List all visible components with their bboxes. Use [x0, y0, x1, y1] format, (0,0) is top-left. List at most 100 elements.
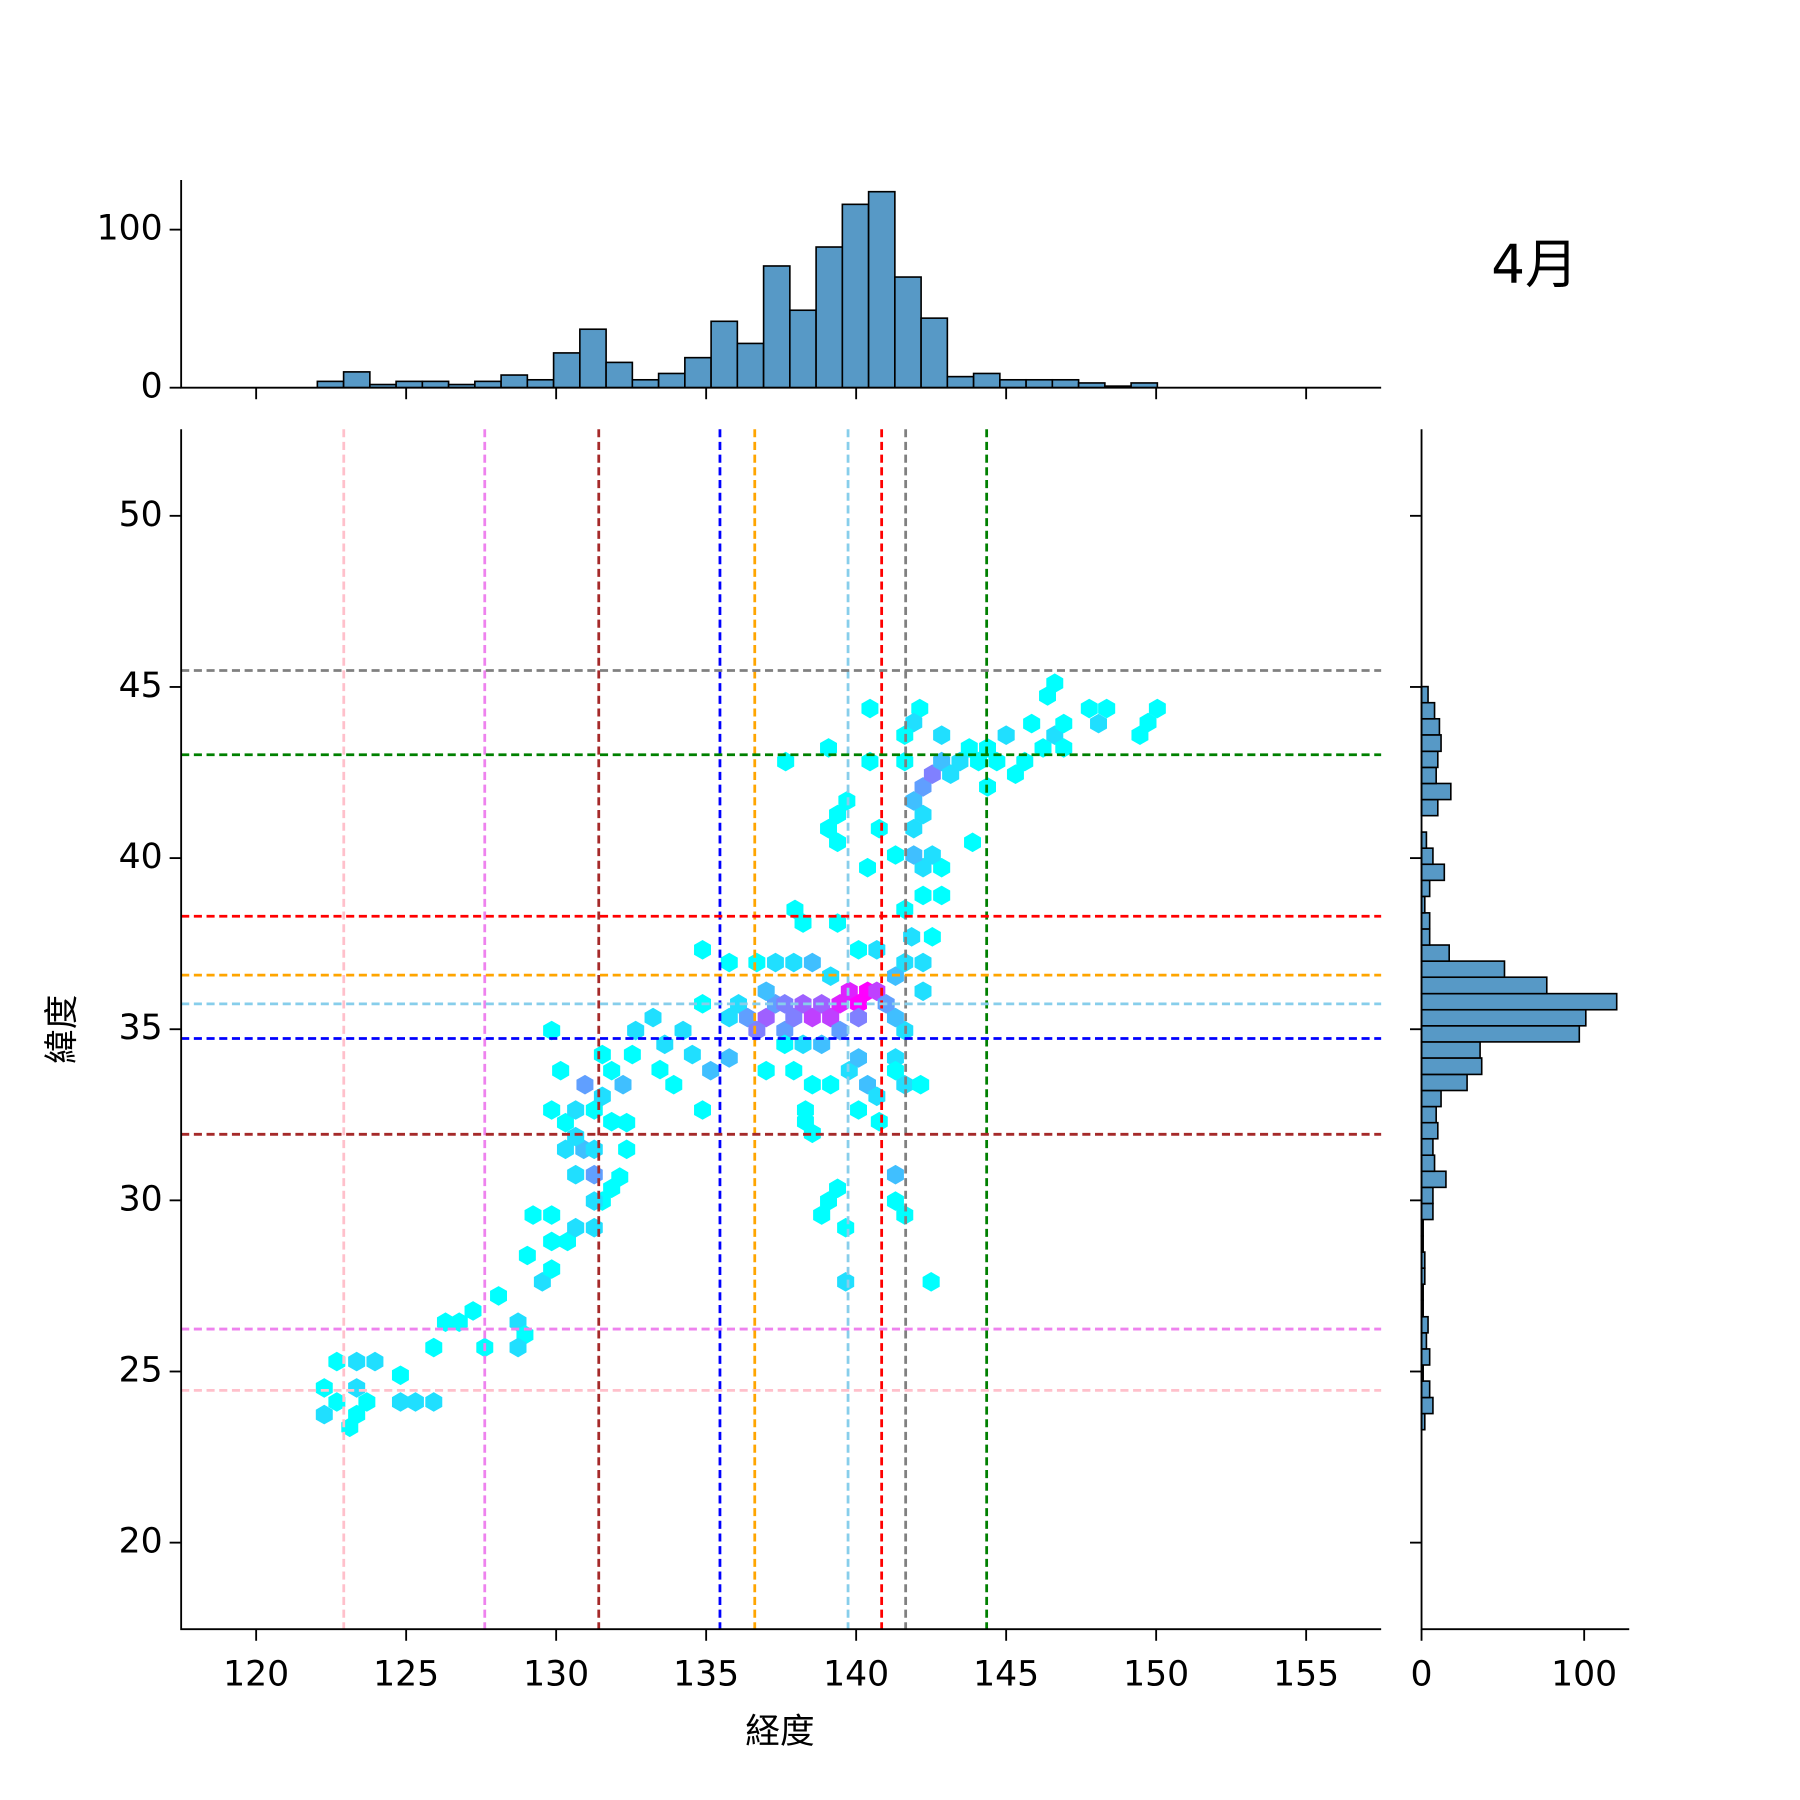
hex-cell: [820, 738, 837, 758]
histogram-bar: [579, 328, 607, 389]
histogram-bar: [762, 265, 791, 389]
hex-cell: [914, 804, 932, 825]
x-tick-label: 135: [673, 1654, 739, 1694]
hex-cell: [543, 1259, 561, 1279]
histogram-bar: [526, 378, 555, 389]
y-tick-label: 25: [119, 1351, 163, 1391]
hex-cell: [850, 940, 867, 960]
x-tick-label: 140: [823, 1654, 889, 1694]
hex-cell: [905, 791, 923, 811]
hex-cell: [720, 1007, 738, 1028]
histogram-bar: [972, 372, 1001, 389]
hex-cell: [694, 940, 711, 960]
hex-cell: [786, 899, 804, 920]
histogram-bar: [1420, 1186, 1434, 1205]
histogram-bar: [1420, 798, 1439, 817]
hex-cell: [896, 1074, 914, 1095]
hex-cell: [903, 927, 921, 947]
hex-cell: [933, 751, 951, 772]
histogram-bar: [552, 352, 581, 389]
hex-cell: [748, 1020, 766, 1041]
hex-cell: [1034, 738, 1052, 758]
hex-cell: [933, 885, 951, 906]
hex-cell: [870, 1111, 888, 1132]
hex-cell: [923, 764, 941, 785]
hex-cell: [543, 1020, 561, 1041]
hex-cell: [1023, 713, 1041, 734]
histogram-bar: [1420, 1121, 1439, 1140]
hex-cell: [896, 1205, 914, 1225]
hex-cell: [757, 981, 775, 1002]
histogram-bar: [1420, 1348, 1431, 1366]
hex-cell: [813, 1205, 831, 1225]
histogram-bar: [1420, 1025, 1581, 1043]
hex-cell: [757, 1060, 775, 1081]
histogram-bar: [1420, 912, 1431, 930]
hex-cell: [1016, 751, 1034, 772]
hex-cell: [651, 1059, 669, 1080]
hex-cell: [829, 913, 846, 933]
histogram-bar: [1420, 992, 1618, 1011]
histogram-bar: [1420, 1008, 1587, 1027]
hex-cell: [1006, 764, 1024, 785]
hex-cell: [611, 1167, 629, 1187]
y-tick-label: 40: [119, 837, 163, 877]
hex-cell: [886, 845, 904, 865]
hex-cell: [850, 1100, 867, 1120]
hex-cell: [618, 1139, 636, 1160]
hex-cell: [914, 981, 932, 1002]
hex-cell: [425, 1392, 443, 1412]
x-tick-label: 150: [1123, 1654, 1189, 1694]
hex-cell: [627, 1020, 645, 1041]
x-tick-label: 125: [373, 1654, 439, 1694]
histogram-bar: [710, 320, 739, 389]
y-tick-label: 20: [119, 1522, 163, 1562]
histogram-bar: [1420, 1137, 1434, 1156]
hex-cell: [1055, 713, 1073, 734]
hex-cell: [1046, 673, 1064, 693]
hex-cell: [794, 913, 812, 933]
hex-cell: [766, 952, 784, 973]
hex-cell: [886, 1007, 904, 1028]
histogram-bar: [316, 380, 345, 389]
histogram-bar: [1420, 1170, 1447, 1189]
hex-cell: [776, 1020, 794, 1041]
hex-cell: [785, 952, 803, 973]
hex-cell: [914, 857, 932, 878]
hex-cell: [315, 1378, 333, 1398]
x-axis-label: 経度: [745, 1712, 814, 1752]
hex-cell: [923, 845, 941, 865]
histogram-bar: [1420, 976, 1548, 995]
hex-cell: [796, 1100, 814, 1120]
hex-cell: [366, 1351, 384, 1372]
hex-cell: [391, 1365, 409, 1386]
hex-cell: [914, 885, 932, 906]
hex-cell: [543, 1205, 561, 1225]
histogram-bar: [474, 380, 502, 389]
hex-cell: [585, 1217, 603, 1238]
hex-cell: [870, 818, 888, 839]
hex-cell: [886, 1060, 904, 1081]
hex-cell: [850, 1007, 867, 1028]
hex-cell: [348, 1351, 366, 1372]
histogram-bar: [1420, 1105, 1437, 1124]
y-tick-label: 35: [119, 1008, 163, 1048]
hex-cell: [803, 952, 821, 973]
hex-cell: [886, 1164, 904, 1185]
hex-cell: [328, 1392, 346, 1412]
y-tick-label: 30: [119, 1179, 163, 1219]
y-tick-label: 100: [97, 209, 163, 249]
hex-cell: [868, 981, 886, 1002]
hex-cell: [436, 1312, 454, 1332]
hex-cell: [886, 1191, 904, 1211]
hex-cell: [518, 1245, 536, 1266]
hex-cell: [803, 1007, 821, 1028]
hex-cell: [450, 1312, 468, 1332]
hex-cell: [886, 1048, 904, 1068]
histogram-bar: [1420, 1073, 1468, 1092]
hex-cell: [720, 1048, 738, 1068]
hex-cell: [490, 1286, 507, 1306]
chart-title: 4月: [1491, 233, 1578, 295]
histogram-bar: [1025, 378, 1054, 389]
hex-cell: [1098, 698, 1116, 719]
